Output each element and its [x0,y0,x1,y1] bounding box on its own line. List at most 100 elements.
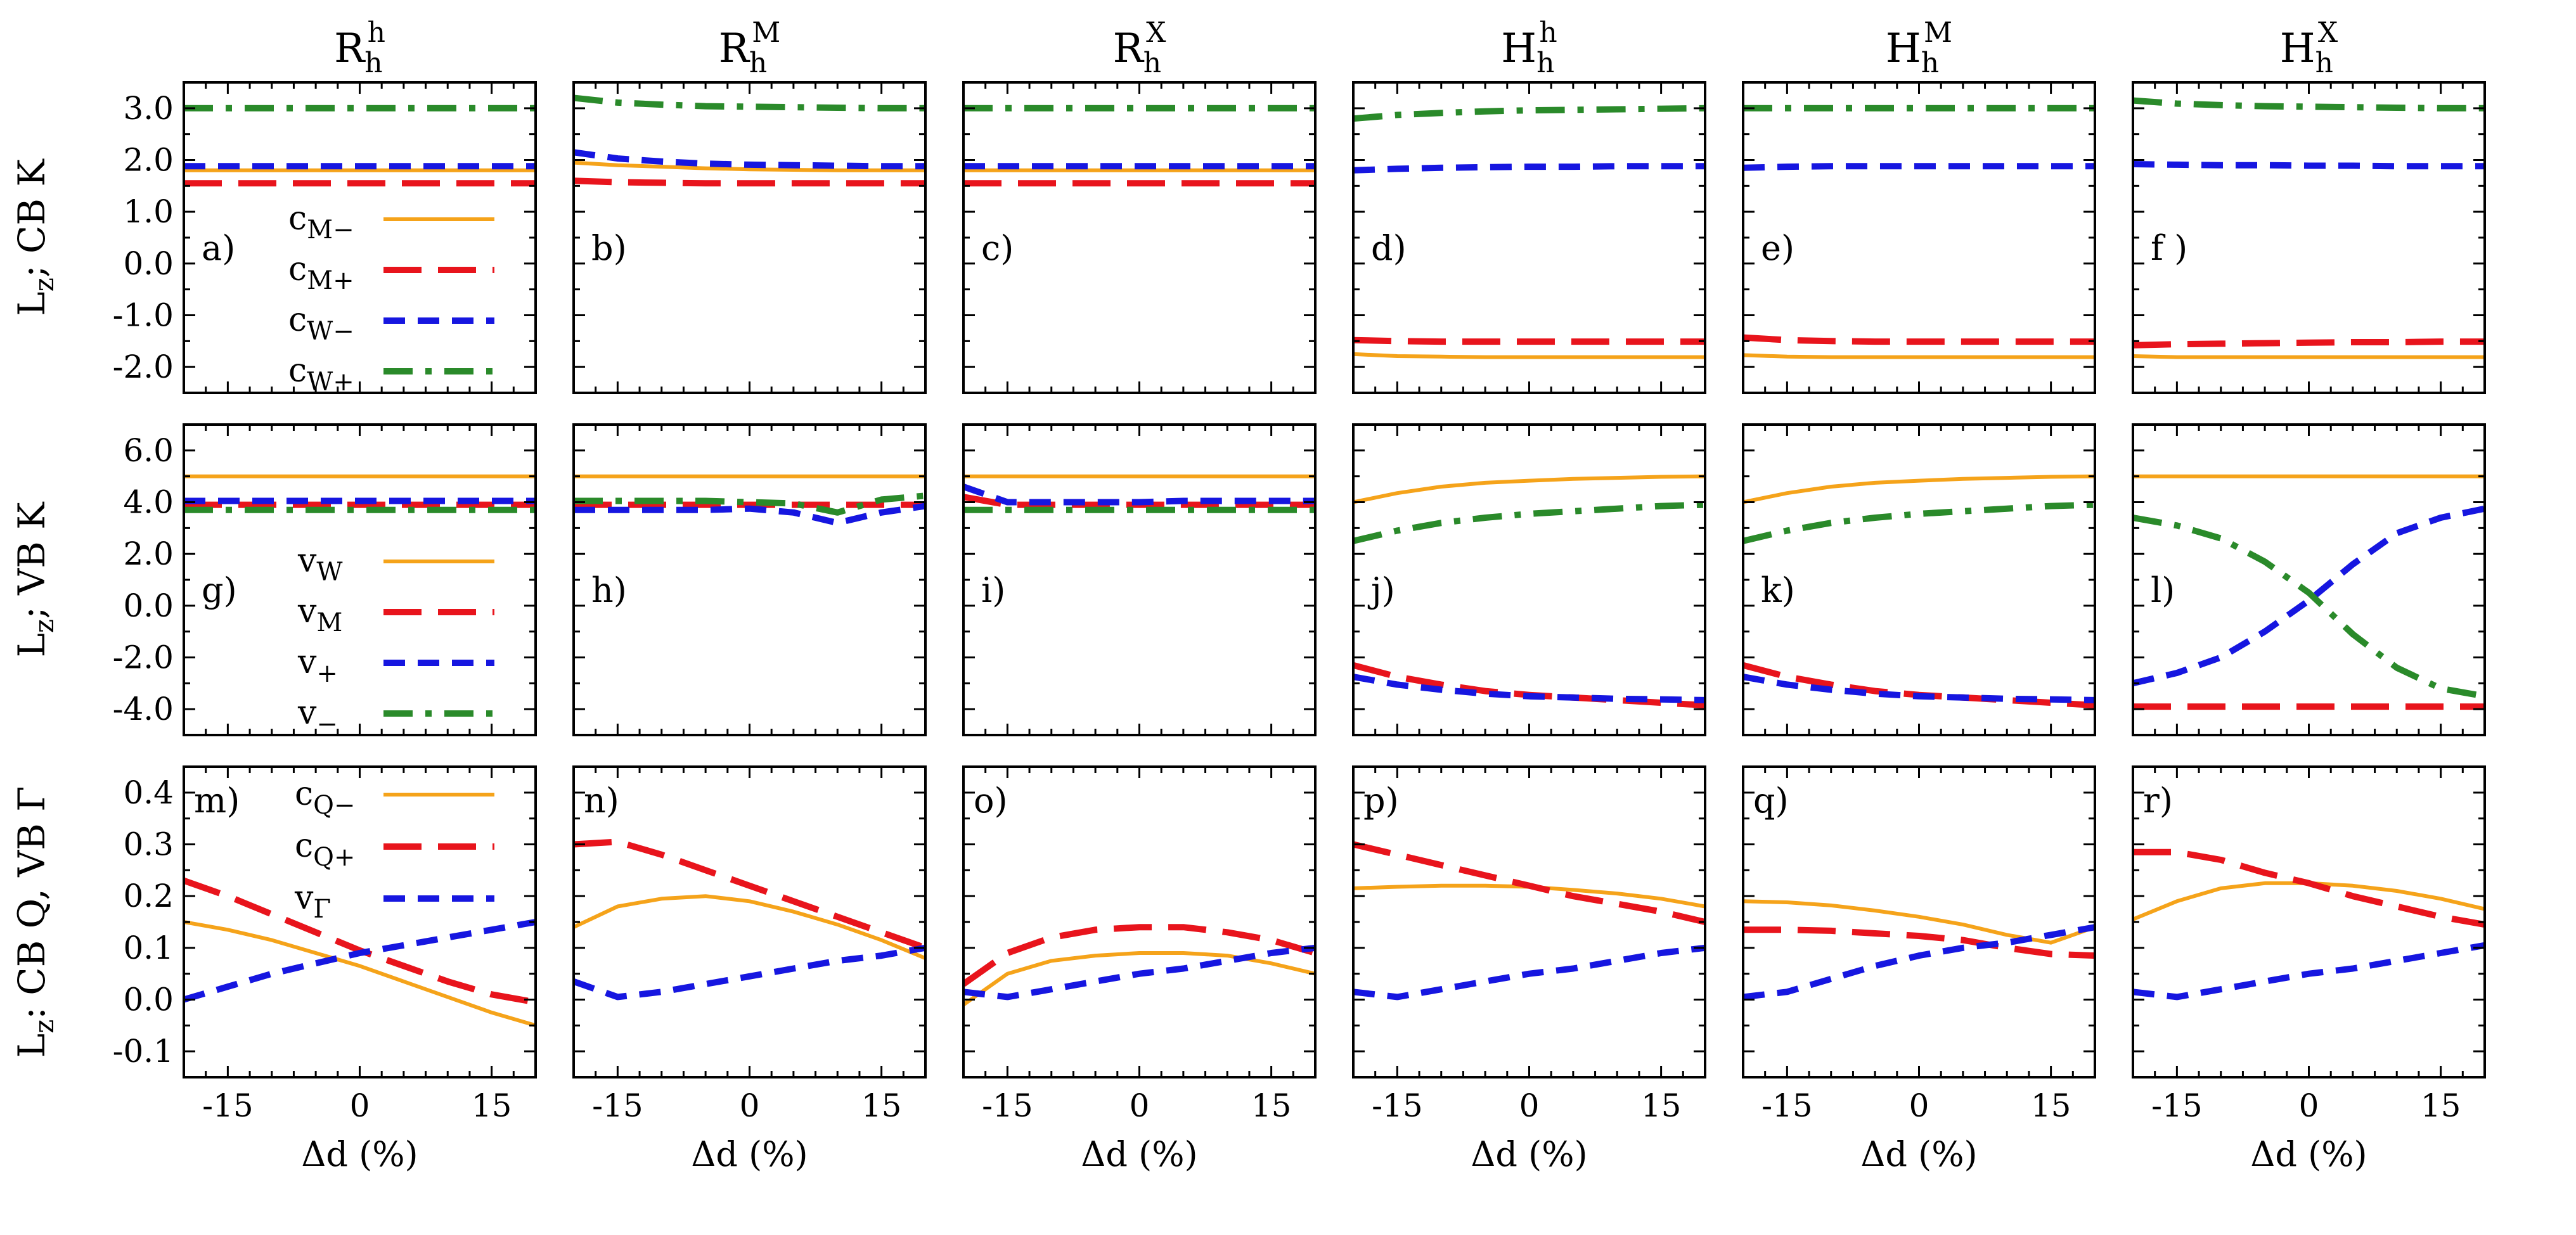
series-line [1743,474,2095,504]
xtick-label: -15 [982,1087,1033,1124]
x-axis-label: Δd (%) [301,1134,418,1174]
ytick-label: 0.0 [123,245,174,282]
xtick-label: 0 [1519,1087,1540,1124]
series-line [2133,515,2485,700]
series-line [1353,674,1705,703]
series-line [184,919,536,1003]
ytick-label: 2.0 [123,142,174,179]
series-line [1353,163,1705,174]
chart-panel: -4.0 -2.0 0.0 2.0 4.0 6.0 g) vW vM v+ v− [113,423,537,739]
row-ylabel: Lz; CB K [10,158,60,316]
ytick-label: 6.0 [123,432,174,469]
axes-frame [183,81,537,394]
chart-panel: -15 0 15 Δd (%) o) [962,765,1317,1174]
panel-label: h) [591,570,627,610]
x-axis-label: Δd (%) [1081,1134,1197,1174]
chart-panel: i) [962,423,1317,736]
xtick-label: 0 [2299,1087,2319,1124]
series-line [1353,352,1705,359]
panel-label: l) [2151,570,2175,610]
legend-label: cQ+ [295,827,355,872]
panel-label: m) [194,781,240,821]
axes-frame [962,81,1317,394]
xtick-label: 15 [861,1087,902,1124]
panel-label: d) [1371,228,1407,268]
series-line [2133,161,2485,170]
panel-label: q) [1753,781,1789,821]
x-axis-label: Δd (%) [691,1134,808,1174]
xtick-label: -15 [2151,1087,2203,1124]
series-line [1743,924,2095,1001]
series-line [1743,899,2095,945]
column-title: Hhh [1501,16,1557,79]
ytick-label: -2.0 [113,349,174,385]
chart-panel: -15 0 15 Δd (%) q) [1742,765,2096,1174]
series-line [574,94,925,112]
legend: vW vM v+ v− [297,542,494,739]
axes-frame [1742,765,2096,1078]
legend-label: cW+ [288,352,354,397]
legend-label: vM [297,592,342,637]
chart-panel: l) [2132,423,2486,736]
xtick-label: -15 [1372,1087,1423,1124]
ytick-label: -2.0 [113,639,174,676]
legend: cQ− cQ+ vΓ [294,775,494,924]
series-line [1743,926,2095,959]
series-line [1353,105,1705,122]
ytick-label: 0.2 [123,878,174,914]
column-title: HhM [1886,16,1952,79]
series-line [2133,848,2485,928]
chart-panel: -2.0 -1.0 0.0 1.0 2.0 3.0 a) cM− cM+ cW− cW+ [113,81,537,397]
chart-panel: d) [1352,81,1706,394]
panel-label: f ) [2151,228,2187,268]
chart-panel: -0.1 0.0 0.1 0.2 0.3 0.4 -15 0 15 Δd (%) m) cQ− cQ+ v… [113,765,537,1174]
legend-label: cW− [288,301,354,346]
ytick-label: 0.0 [123,587,174,624]
series-line [2133,97,2485,112]
xtick-label: 15 [2421,1087,2461,1124]
column-title: HhX [2280,16,2338,79]
x-axis-label: Δd (%) [1860,1134,1977,1174]
series-line [574,177,925,187]
series-line [963,924,1315,987]
chart-panel: e) [1742,81,2096,394]
series-line [1353,474,1705,504]
column-title: RhX [1113,16,1167,79]
series-line [574,894,925,960]
axes-frame [572,765,927,1078]
legend-label: v− [297,694,338,739]
series-line [574,944,925,1001]
xtick-label: 0 [740,1087,760,1124]
ytick-label: 0.3 [123,826,174,863]
column-title: RhM [719,16,781,79]
chart-panel: c) [962,81,1317,394]
legend-label: cM− [288,200,354,245]
series-line [2133,354,2485,359]
series-line [1743,501,2095,544]
chart-panel: -15 0 15 Δd (%) r) [2132,765,2486,1174]
ytick-label: -4.0 [113,691,174,727]
chart-panel: k) [1742,423,2096,736]
legend-label: cM+ [288,250,354,295]
legend-label: v+ [297,643,338,688]
x-axis-label: Δd (%) [2250,1134,2367,1174]
panel-label: p) [1363,781,1399,821]
panel-label: c) [981,228,1014,268]
panel-label: g) [202,570,237,610]
ytick-label: 3.0 [123,90,174,127]
column-title: Rhh [334,16,385,79]
legend-label: vΓ [294,879,331,924]
chart-panel: b) [572,81,927,394]
series-line [1743,163,2095,171]
panel-label: b) [591,228,627,268]
panel-label: o) [974,781,1008,821]
chart-panel: j) [1352,423,1706,736]
row-labels: Lz; CB K Lz; VB K Lz: CB Q, VB Γ [10,158,60,1058]
column-titles: Rhh RhM RhX Hhh HhM HhX [334,16,2338,79]
ytick-label: 0.1 [123,930,174,966]
row-ylabel: Lz: CB Q, VB Γ [10,786,60,1058]
ytick-label: -1.0 [113,297,174,334]
xtick-label: 0 [1909,1087,1929,1124]
chart-panel: h) [572,423,927,736]
